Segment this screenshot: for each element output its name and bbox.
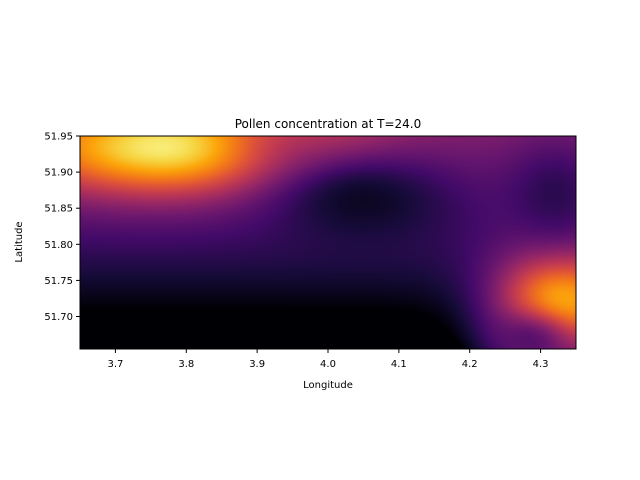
- y-axis-label: Latitude: [14, 221, 25, 262]
- y-tick-label: 51.70: [44, 312, 73, 323]
- x-tick-label: 3.9: [249, 359, 265, 370]
- y-tick-label: 51.75: [44, 276, 73, 287]
- x-tick-label: 4.1: [391, 359, 407, 370]
- plot-area: [79, 135, 577, 350]
- x-tick-label: 4.0: [320, 359, 336, 370]
- y-axis: 51.70 51.75 51.80 51.85 51.90 51.95: [44, 132, 80, 323]
- x-tick-label: 4.3: [533, 359, 549, 370]
- y-tick-label: 51.90: [44, 168, 73, 179]
- y-tick-label: 51.95: [44, 132, 73, 143]
- chart-title: Pollen concentration at T=24.0: [235, 117, 422, 131]
- y-tick-label: 51.85: [44, 204, 73, 215]
- x-tick-label: 3.7: [107, 359, 123, 370]
- x-axis: 3.7 3.8 3.9 4.0 4.1 4.2 4.3: [107, 349, 549, 370]
- x-axis-label: Longitude: [303, 380, 353, 391]
- x-tick-label: 4.2: [462, 359, 478, 370]
- y-tick-label: 51.80: [44, 240, 73, 251]
- heatmap-image: [80, 136, 576, 349]
- x-tick-label: 3.8: [178, 359, 194, 370]
